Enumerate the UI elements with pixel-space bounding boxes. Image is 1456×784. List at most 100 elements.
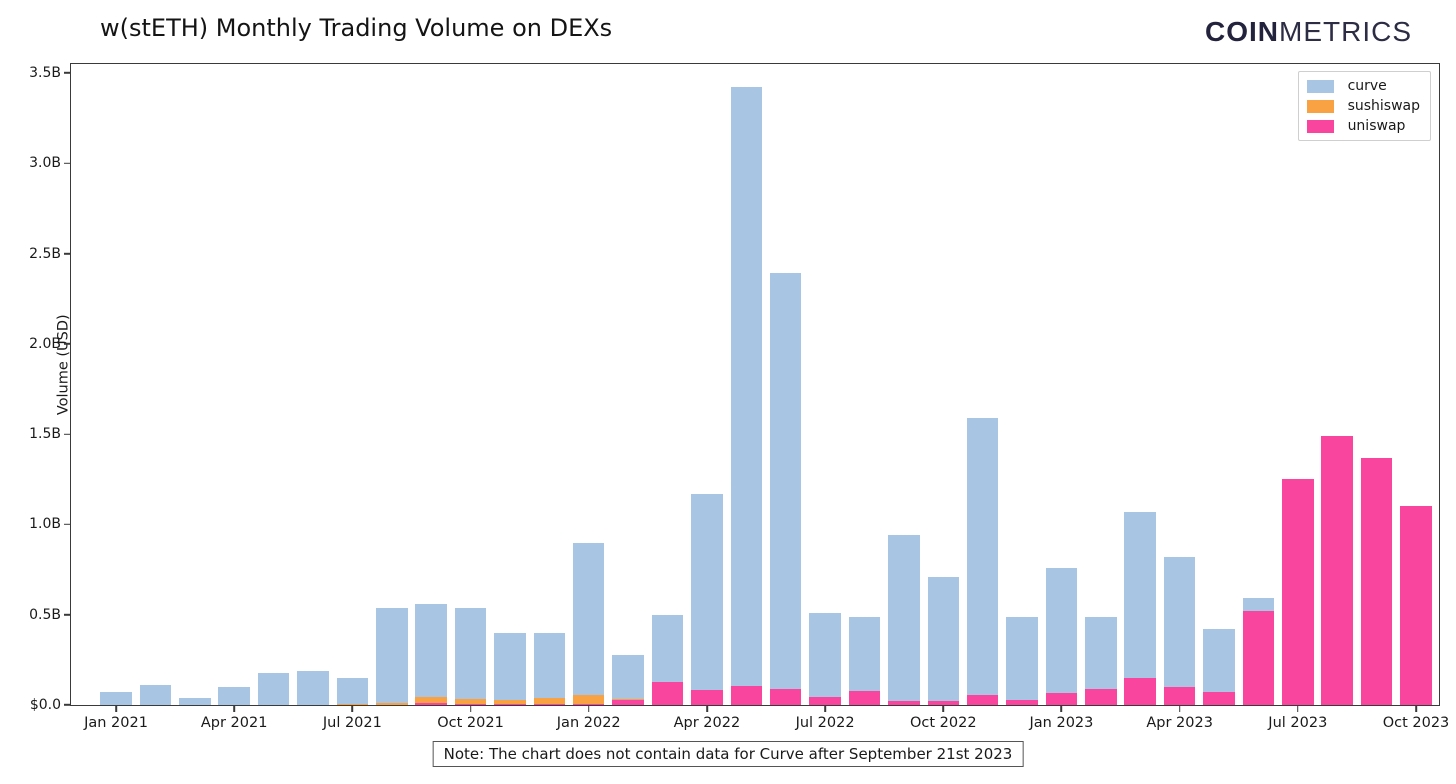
x-tick-mark (942, 705, 945, 712)
bar-segment-uniswap (888, 700, 920, 705)
x-tick-mark (233, 705, 235, 712)
bar-segment-uniswap (533, 704, 566, 705)
chart-title: w(stETH) Monthly Trading Volume on DEXs (100, 14, 613, 42)
bar-segment-uniswap (1360, 457, 1393, 705)
bar-segment-uniswap (454, 704, 487, 705)
bar-segment-uniswap (966, 695, 999, 705)
bar-segment-curve (179, 697, 211, 705)
bar-mar-2023 (1124, 511, 1156, 705)
bar-segment-curve (376, 607, 408, 704)
y-tick-label: $0.0 (29, 697, 61, 713)
bar-segment-uniswap (1163, 686, 1196, 705)
bar-segment-uniswap (572, 704, 605, 705)
bar-segment-curve (769, 273, 802, 689)
x-tick-label: Apr 2023 (1146, 715, 1213, 731)
x-tick-label: Oct 2021 (437, 715, 504, 731)
y-tick-mark (64, 523, 71, 526)
bar-segment-uniswap (651, 681, 684, 705)
bar-segment-curve (1163, 556, 1196, 687)
y-tick-mark (64, 252, 71, 255)
x-tick-mark (1060, 705, 1063, 712)
bar-sep-2022 (888, 535, 920, 705)
legend-item-curve: curve (1306, 78, 1420, 94)
bar-segment-uniswap (809, 696, 841, 705)
bar-segment-uniswap (1203, 692, 1235, 705)
x-tick-label: Jul 2023 (1268, 715, 1328, 731)
bar-segment-curve (257, 672, 290, 705)
bar-may-2022 (730, 87, 763, 705)
bar-apr-2022 (691, 493, 723, 705)
bar-jul-2023 (1282, 479, 1314, 705)
x-tick-label: Apr 2022 (673, 715, 741, 731)
legend-swatch-sushiswap (1306, 99, 1334, 113)
legend-swatch-uniswap (1306, 119, 1334, 133)
x-tick-label: Jan 2022 (556, 715, 621, 731)
bar-jun-2021 (297, 670, 329, 705)
bar-may-2021 (257, 672, 290, 705)
bar-may-2023 (1203, 629, 1235, 705)
bar-jul-2021 (336, 677, 369, 705)
bar-segment-sushiswap (415, 696, 447, 704)
bar-oct-2022 (927, 576, 960, 705)
y-tick-label: 2.5B (29, 245, 61, 262)
bar-segment-uniswap (612, 699, 644, 705)
bar-segment-uniswap (769, 688, 802, 705)
bar-segment-sushiswap (612, 698, 644, 700)
bar-segment-curve (533, 632, 566, 698)
legend-label: curve (1347, 78, 1387, 94)
bar-feb-2022 (612, 655, 644, 705)
y-tick-mark (64, 162, 71, 165)
x-tick-mark (115, 705, 117, 712)
x-tick-mark (824, 705, 826, 712)
y-tick-label: 0.5B (29, 606, 61, 623)
bar-nov-2021 (494, 632, 526, 705)
bar-segment-sushiswap (572, 695, 605, 705)
bar-dec-2022 (1006, 616, 1038, 705)
bar-segment-sushiswap (454, 698, 487, 705)
bar-segment-curve (809, 612, 841, 697)
bar-segment-curve (100, 692, 132, 705)
bar-aug-2023 (1321, 435, 1353, 705)
bar-segment-sushiswap (376, 703, 408, 705)
x-tick-label: Jan 2023 (1029, 715, 1094, 731)
bar-segment-uniswap (691, 689, 723, 705)
legend-label: uniswap (1347, 118, 1406, 134)
bar-segment-curve (1006, 616, 1038, 700)
bar-dec-2021 (533, 632, 566, 705)
x-tick-mark (1415, 705, 1417, 712)
bar-nov-2022 (966, 417, 999, 705)
bar-segment-uniswap (494, 704, 526, 705)
bar-segment-curve (730, 87, 763, 687)
bar-segment-uniswap (1124, 677, 1156, 705)
x-tick-mark (351, 705, 354, 712)
x-tick-label: Jul 2021 (322, 715, 382, 731)
bar-segment-uniswap (848, 691, 881, 705)
bar-oct-2023 (1400, 506, 1432, 705)
legend-label: sushiswap (1347, 98, 1420, 114)
bar-mar-2021 (179, 697, 211, 705)
bar-segment-uniswap (927, 701, 960, 705)
bar-segment-uniswap (1242, 611, 1275, 705)
bar-jan-2021 (100, 692, 132, 705)
y-tick-label: 1.0B (29, 516, 61, 533)
y-tick-label: 2.0B (29, 335, 61, 352)
bar-segment-uniswap (1045, 693, 1078, 705)
legend-item-sushiswap: sushiswap (1306, 98, 1420, 114)
x-tick-mark (587, 705, 590, 712)
y-tick-mark (64, 704, 71, 706)
bar-segment-curve (572, 543, 605, 696)
x-tick-label: Jan 2021 (84, 715, 148, 731)
bar-segment-curve (494, 632, 526, 700)
y-axis-title: Volume (USD) (55, 313, 72, 415)
bar-jan-2022 (572, 543, 605, 705)
bar-segment-sushiswap (494, 699, 526, 705)
y-tick-label: 1.5B (29, 426, 61, 443)
bar-segment-curve (1242, 598, 1275, 612)
bar-segment-uniswap (1400, 506, 1432, 705)
x-tick-mark (1178, 705, 1181, 712)
bar-segment-curve (1085, 616, 1117, 689)
x-tick-label: Oct 2022 (909, 715, 977, 731)
bar-segment-curve (454, 607, 487, 699)
x-tick-label: Oct 2023 (1382, 715, 1450, 731)
